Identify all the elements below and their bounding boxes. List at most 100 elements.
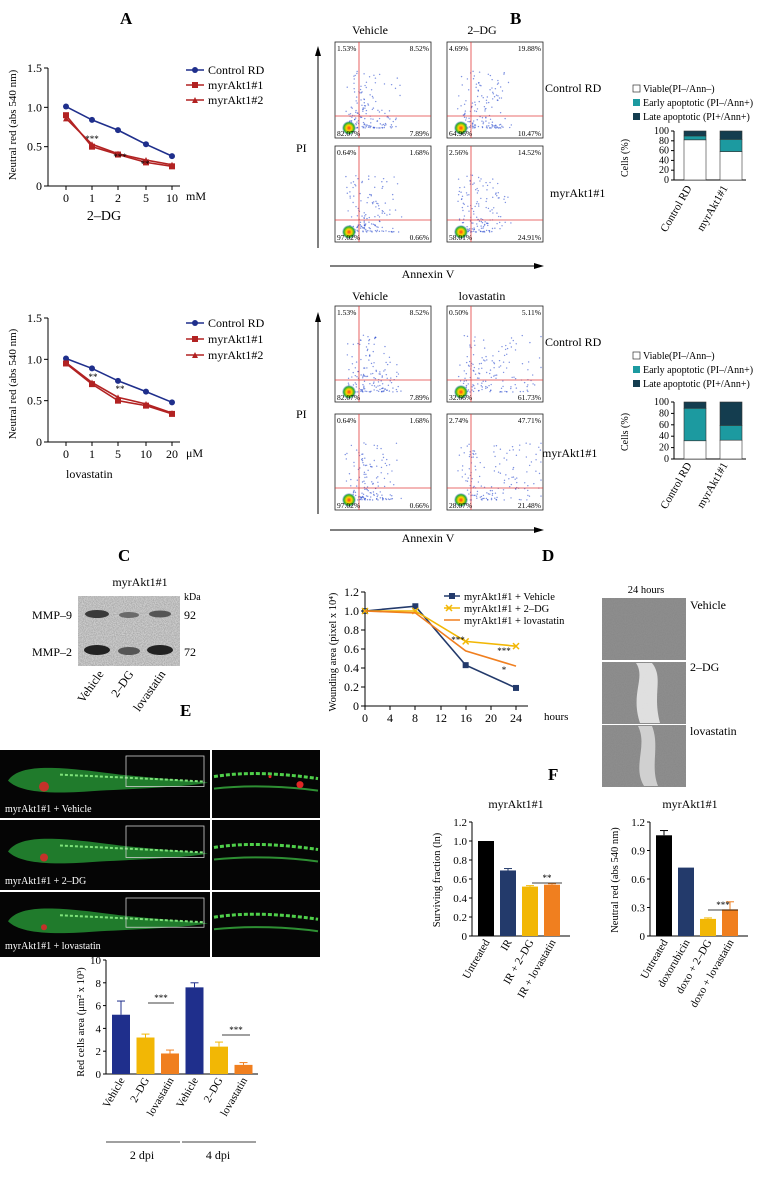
quadrant-ur-pct: 8.52%: [410, 44, 429, 53]
stacked-bar-segment: [719, 151, 743, 181]
y-tick-label: 0.6: [344, 642, 359, 656]
flow-dot: [361, 180, 363, 183]
flow-dot: [501, 345, 503, 348]
flow-dot: [360, 225, 362, 227]
flow-dot: [457, 194, 460, 196]
flow-dot: [525, 456, 528, 458]
flow-dot: [390, 377, 392, 379]
quadrant-ul-pct: 2.56%: [449, 148, 468, 157]
flow-dot: [497, 127, 500, 129]
flow-dot: [494, 193, 497, 195]
flow-dot: [481, 117, 484, 119]
flow-dot: [361, 499, 363, 501]
flow-dot: [360, 85, 362, 87]
flow-dot: [467, 389, 470, 391]
b-top-bar-legend: Viable(PI–/Ann–) Early apoptotic (PI–/An…: [632, 84, 753, 123]
flow-dot: [499, 86, 502, 88]
flow-dot: [495, 377, 497, 379]
flow-dot: [460, 191, 462, 193]
flow-dot: [480, 218, 482, 220]
flow-dot: [503, 354, 506, 357]
flow-dot: [361, 125, 363, 128]
quadrant-ll-pct: 32.66%: [449, 393, 472, 402]
flow-dot: [535, 453, 537, 456]
flow-dot: [481, 499, 483, 501]
flow-dot: [369, 227, 371, 230]
flow-dot: [373, 444, 375, 447]
flow-dot: [373, 381, 375, 383]
fish-vessel: [59, 914, 206, 924]
flow-dot: [368, 221, 370, 223]
flow-dot: [510, 222, 512, 224]
flow-dot: [362, 107, 364, 109]
a1-legend: Control RD myrAkt1#1 myrAkt1#2: [186, 63, 265, 107]
flow-dot: [463, 186, 466, 188]
flow-dot: [468, 126, 471, 128]
y-tick-label: 1.0: [27, 352, 42, 366]
stacked-bar-segment: [719, 425, 743, 441]
flow-dot: [350, 182, 352, 184]
flow-dot: [365, 473, 367, 476]
flow-dot: [471, 174, 474, 177]
y-tick-label: 4: [96, 1023, 102, 1035]
flow-dot: [379, 384, 381, 387]
flow-dot: [469, 346, 471, 348]
flow-dot: [472, 127, 474, 129]
a2-star-1: **: [89, 372, 99, 382]
flow-dot: [367, 126, 370, 128]
flow-dot: [493, 362, 496, 365]
flow-dot: [473, 213, 475, 215]
data-point: [63, 103, 69, 110]
flow-dot: [467, 89, 470, 91]
flow-dot: [521, 363, 524, 365]
a2-legend: Control RD myrAkt1#1 myrAkt1#2: [186, 316, 265, 362]
flow-dot: [370, 362, 373, 365]
flow-dot: [353, 82, 355, 84]
flow-dot: [387, 384, 390, 387]
flow-dot: [485, 206, 487, 209]
flow-dot: [375, 370, 377, 373]
y-tick-label: 1.2: [631, 817, 645, 829]
flow-dot: [474, 104, 477, 106]
flow-dot: [478, 389, 480, 392]
flow-dot: [478, 377, 480, 379]
flow-dot: [351, 376, 353, 378]
x-tick-label: 20: [485, 711, 497, 725]
flow-dot: [485, 385, 487, 388]
panel-letter-e: E: [180, 701, 191, 720]
flow-dot: [362, 121, 365, 124]
flow-dot: [491, 126, 493, 128]
flow-dot: [373, 459, 375, 462]
flow-dot: [515, 343, 517, 345]
flow-dot: [373, 74, 375, 77]
flow-dot: [484, 360, 486, 362]
flow-dot: [472, 230, 475, 232]
flow-dot: [390, 127, 392, 129]
flow-dot: [392, 387, 394, 389]
flow-dot: [362, 127, 364, 129]
flow-dot: [346, 192, 349, 194]
flow-dot: [353, 75, 355, 77]
flow-dot: [472, 183, 474, 186]
bar: [478, 841, 494, 936]
flow-dot: [371, 499, 374, 501]
flow-dot: [355, 111, 357, 114]
panel-d-chart: Wounding area (pixel x 10⁴) 0 0.2 0.4 0.6 0.…: [328, 585, 568, 725]
flow-dot: [388, 356, 391, 359]
data-point: [143, 388, 149, 395]
quadrant-lr-pct: 0.66%: [410, 233, 429, 242]
flow-dot: [391, 193, 394, 196]
flow-dot: [475, 86, 477, 89]
flow-dot: [372, 97, 374, 99]
flow-dot: [490, 376, 493, 379]
flow-dot: [482, 121, 485, 123]
flow-dot: [479, 84, 481, 86]
flow-dot: [474, 336, 476, 338]
flow-dot: [524, 482, 526, 484]
flow-dot: [491, 489, 493, 492]
flow-dot: [497, 82, 500, 84]
flow-dot: [382, 230, 385, 233]
flow-dot: [361, 91, 363, 93]
flow-dot: [389, 494, 391, 496]
x-tick-label: 20: [166, 447, 178, 461]
